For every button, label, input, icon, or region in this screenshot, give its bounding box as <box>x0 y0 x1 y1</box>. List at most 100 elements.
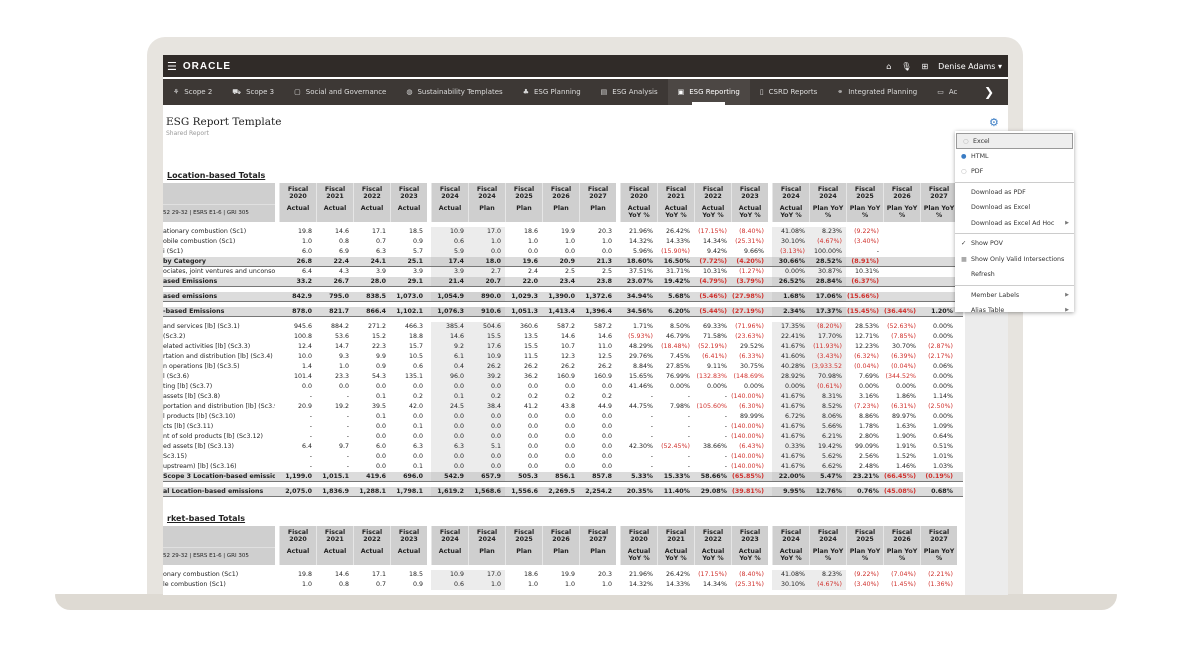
row-label: Sc3.15) <box>163 453 187 460</box>
column-header[interactable]: Fiscal 2026 Plan <box>542 526 579 565</box>
home-icon[interactable]: ⌂ <box>886 61 892 71</box>
column-header[interactable]: Fiscal 2020 Actual YoY % <box>620 183 657 222</box>
column-header[interactable]: Fiscal 2024 Plan YoY % <box>809 183 846 222</box>
column-header[interactable]: Fiscal 2026 Plan <box>542 183 579 222</box>
gear-icon[interactable]: ⚙ <box>989 116 999 129</box>
data-cell: 945.6 <box>293 323 312 330</box>
column-header[interactable]: Fiscal 2020 Actual <box>279 183 316 222</box>
menu-icon[interactable]: ☰ <box>167 59 177 73</box>
data-cell <box>920 267 957 277</box>
column-header[interactable]: Fiscal 2024 Actual YoY % <box>772 526 809 565</box>
data-cell: 29.76% <box>628 353 653 360</box>
menu-item-excel[interactable]: ○ Excel <box>956 133 1073 149</box>
menu-item-refresh[interactable]: Refresh <box>955 267 1074 283</box>
link-icon: ⚭ <box>837 88 844 96</box>
data-cell: 14.6 <box>560 333 575 340</box>
data-cell: 0.0 <box>527 383 538 390</box>
user-menu[interactable]: Denise Adams ▾ <box>938 61 1002 71</box>
tab-scope-2[interactable]: ⚘ Scope 2 <box>163 79 222 105</box>
menu-item-alias-table[interactable]: Alias Table ▶ <box>955 303 1074 319</box>
menu-item-download-as-pdf[interactable]: Download as PDF <box>955 185 1074 201</box>
column-header[interactable]: Fiscal 2020 Actual YoY % <box>620 526 657 565</box>
data-cell: 3.9 <box>375 268 386 275</box>
data-cell <box>920 247 957 257</box>
column-header[interactable]: Fiscal 2024 Plan <box>468 183 505 222</box>
data-cell: (140.00%) <box>731 423 764 430</box>
column-header[interactable]: Fiscal 2022 Actual <box>353 183 390 222</box>
column-header[interactable]: Fiscal 2023 Actual <box>390 526 427 565</box>
column-header[interactable]: Fiscal 2023 Actual <box>390 183 427 222</box>
tab-sustainability-templates[interactable]: ◍ Sustainability Templates <box>396 79 512 105</box>
column-header[interactable]: Fiscal 2026 Plan YoY % <box>883 526 920 565</box>
data-cell: - <box>309 463 312 470</box>
data-cell: 38.4 <box>468 402 505 412</box>
column-kind: Actual YoY % <box>738 548 762 562</box>
column-header[interactable]: Fiscal 2024 Plan <box>468 526 505 565</box>
column-year: Fiscal 2023 <box>739 529 761 543</box>
column-header[interactable]: Fiscal 2027 Plan YoY % <box>920 183 957 222</box>
column-header[interactable]: Fiscal 2020 Actual <box>279 526 316 565</box>
column-header[interactable]: Fiscal 2025 Plan <box>505 183 542 222</box>
tab-social-and-governance[interactable]: ▢ Social and Governance <box>284 79 396 105</box>
column-header[interactable]: Fiscal 2025 Plan YoY % <box>846 183 883 222</box>
menu-item-pdf[interactable]: ○ PDF <box>955 164 1074 180</box>
data-cell: 1,051.3 <box>511 308 538 315</box>
column-header[interactable]: Fiscal 2024 Actual <box>431 183 468 222</box>
data-cell: 37.51% <box>628 268 653 275</box>
column-header[interactable]: Fiscal 2023 Actual YoY % <box>731 183 768 222</box>
column-header[interactable]: Fiscal 2021 Actual <box>316 183 353 222</box>
data-cell: 2.80% <box>858 433 879 440</box>
column-header[interactable]: Fiscal 2021 Actual <box>316 526 353 565</box>
column-header[interactable]: Fiscal 2024 Actual YoY % <box>772 183 809 222</box>
data-cell: 89.99% <box>739 413 764 420</box>
tab-esg-reporting[interactable]: ▣ ESG Reporting <box>667 79 750 105</box>
column-header[interactable]: Fiscal 2027 Plan <box>579 183 616 222</box>
data-cell: 1,836.9 <box>322 488 349 495</box>
data-cell: 15.2 <box>371 333 386 340</box>
tab-integrated-planning[interactable]: ⚭ Integrated Planning <box>827 79 927 105</box>
column-header[interactable]: Fiscal 2025 Plan <box>505 526 542 565</box>
menu-item-html[interactable]: ● HTML <box>955 149 1074 165</box>
data-cell: 0.0 <box>601 433 612 440</box>
column-header[interactable]: Fiscal 2021 Actual YoY % <box>657 183 694 222</box>
column-header[interactable]: Fiscal 2022 Actual <box>353 526 390 565</box>
group-gap <box>427 526 431 565</box>
data-cell: (3.40%) <box>854 581 879 588</box>
menu-item-download-as-excel-ad-hoc[interactable]: Download as Excel Ad Hoc ▶ <box>955 216 1074 232</box>
row-label: Scope 3 Location-based emissions <box>163 473 275 480</box>
data-cell: (52.45%) <box>661 443 690 450</box>
menu-item-member-labels[interactable]: Member Labels ▶ <box>955 288 1074 304</box>
data-cell: (6.37%) <box>851 278 879 285</box>
tab-esg-planning[interactable]: ♣ ESG Planning <box>513 79 591 105</box>
column-header[interactable]: Fiscal 2021 Actual YoY % <box>657 526 694 565</box>
data-cell: 1.78% <box>858 423 879 430</box>
data-cell: 17.0 <box>468 570 505 580</box>
column-header[interactable]: Fiscal 2024 Actual <box>431 526 468 565</box>
column-header[interactable]: Fiscal 2026 Plan YoY % <box>883 183 920 222</box>
menu-item-show-pov[interactable]: ✓ Show POV <box>955 236 1074 252</box>
menu-item-show-only-valid-intersections[interactable]: ■ Show Only Valid Intersections <box>955 252 1074 268</box>
data-cell: 31.71% <box>665 268 690 275</box>
group-gap <box>616 183 620 222</box>
tab-scope-3[interactable]: ⛟ Scope 3 <box>222 79 284 105</box>
microphone-icon[interactable]: 🎙︎ <box>901 61 912 71</box>
data-cell: 821.7 <box>329 308 349 315</box>
column-header[interactable]: Fiscal 2027 Plan <box>579 526 616 565</box>
data-cell: 1.0 <box>527 238 538 245</box>
column-header[interactable]: Fiscal 2023 Actual YoY % <box>731 526 768 565</box>
column-header[interactable]: Fiscal 2027 Plan YoY % <box>920 526 957 565</box>
column-header[interactable]: Fiscal 2025 Plan YoY % <box>846 526 883 565</box>
tab-ac[interactable]: ▭ Ac <box>927 79 967 105</box>
tab-csrd-reports[interactable]: ▯ CSRD Reports <box>750 79 828 105</box>
data-cell: 70.98% <box>809 372 846 382</box>
grid-icon[interactable]: ⊞ <box>921 61 929 71</box>
column-kind: Plan <box>553 548 569 555</box>
data-cell: 6.3 <box>375 248 386 255</box>
column-header[interactable]: Fiscal 2024 Plan YoY % <box>809 526 846 565</box>
data-cell: 0.0 <box>527 413 538 420</box>
menu-item-download-as-excel[interactable]: Download as Excel <box>955 200 1074 216</box>
tab-esg-analysis[interactable]: ▤ ESG Analysis <box>591 79 668 105</box>
chevron-right-icon[interactable]: ❯ <box>983 85 994 99</box>
column-header[interactable]: Fiscal 2022 Actual YoY % <box>694 526 731 565</box>
column-header[interactable]: Fiscal 2022 Actual YoY % <box>694 183 731 222</box>
